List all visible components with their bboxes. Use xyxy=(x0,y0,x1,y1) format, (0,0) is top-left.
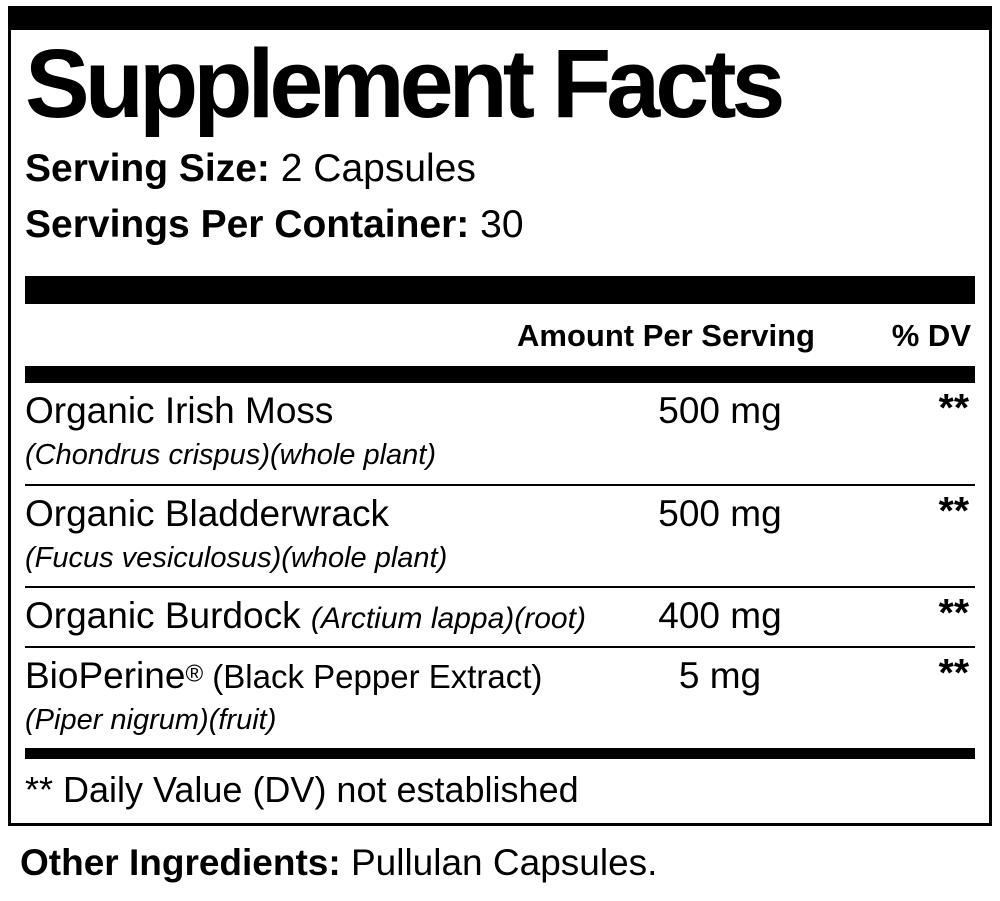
serving-size-label: Serving Size: xyxy=(25,146,270,190)
other-ingredients-line: Other Ingredients: Pullulan Capsules. xyxy=(20,842,1000,884)
table-row-irish-moss: Organic Irish Moss (Chondrus crispus)(wh… xyxy=(25,380,975,484)
ingredient-paren: (Black Pepper Extract) xyxy=(203,657,543,695)
ingredient-name: Organic Burdock xyxy=(25,595,311,637)
ingredient-name-cell: Organic Bladderwrack (Fucus vesiculosus)… xyxy=(25,493,605,579)
ingredient-dv: ** xyxy=(938,386,969,430)
facts-panel: Supplement Facts Serving Size: 2 Capsule… xyxy=(8,6,992,827)
table-row-bioperine: BioPerine® (Black Pepper Extract) (Piper… xyxy=(25,645,975,749)
amount-per-serving-header: Amount Per Serving xyxy=(517,317,815,353)
top-border-bar xyxy=(11,6,989,30)
table-row-burdock: Organic Burdock (Arctium lappa)(root) 40… xyxy=(25,586,975,646)
ingredient-latin: (Fucus vesiculosus)(whole plant) xyxy=(25,542,448,575)
other-ingredients-value: Pullulan Capsules. xyxy=(340,842,658,884)
ingredient-amount: 400 mg xyxy=(658,595,782,637)
registered-trademark-symbol: ® xyxy=(185,660,204,688)
serving-size-value: 2 Capsules xyxy=(269,146,476,190)
ingredient-latin: (Chondrus crispus)(whole plant) xyxy=(25,439,436,472)
percent-dv-header: % DV xyxy=(891,317,971,353)
ingredient-name: Organic Irish Moss xyxy=(25,389,334,431)
table-row-bladderwrack: Organic Bladderwrack (Fucus vesiculosus)… xyxy=(25,483,975,587)
ingredient-name-cell: Organic Irish Moss (Chondrus crispus)(wh… xyxy=(25,390,605,476)
ingredient-amount: 500 mg xyxy=(658,389,782,431)
ingredient-dv: ** xyxy=(938,489,969,533)
daily-value-footnote: ** Daily Value (DV) not established xyxy=(25,769,579,811)
ingredient-latin: (Piper nigrum)(fruit) xyxy=(25,704,277,737)
divider-small-footnote xyxy=(25,748,975,760)
divider-medium-header xyxy=(25,365,975,381)
ingredient-name: BioPerine xyxy=(25,654,186,696)
table-header-row: Amount Per Serving % DV xyxy=(25,304,975,366)
ingredient-dv: ** xyxy=(938,592,969,636)
serving-size-line: Serving Size: 2 Capsules xyxy=(25,141,975,198)
ingredient-name-cell: BioPerine® (Black Pepper Extract) (Piper… xyxy=(25,655,605,741)
servings-per-container-label: Servings Per Container: xyxy=(25,203,470,247)
panel-title: Supplement Facts xyxy=(25,29,785,138)
divider-thick-top xyxy=(25,275,975,304)
ingredient-dv: ** xyxy=(938,651,969,695)
ingredient-name-cell: Organic Burdock (Arctium lappa)(root) xyxy=(25,595,605,638)
ingredient-name: Organic Bladderwrack xyxy=(25,492,389,534)
servings-per-container-line: Servings Per Container: 30 xyxy=(25,197,975,254)
ingredient-amount: 500 mg xyxy=(658,492,782,534)
other-ingredients-label: Other Ingredients: xyxy=(20,842,341,884)
servings-per-container-value: 30 xyxy=(469,203,524,247)
ingredient-amount: 5 mg xyxy=(678,654,762,696)
ingredient-latin-inline: (Arctium lappa)(root) xyxy=(310,602,586,636)
